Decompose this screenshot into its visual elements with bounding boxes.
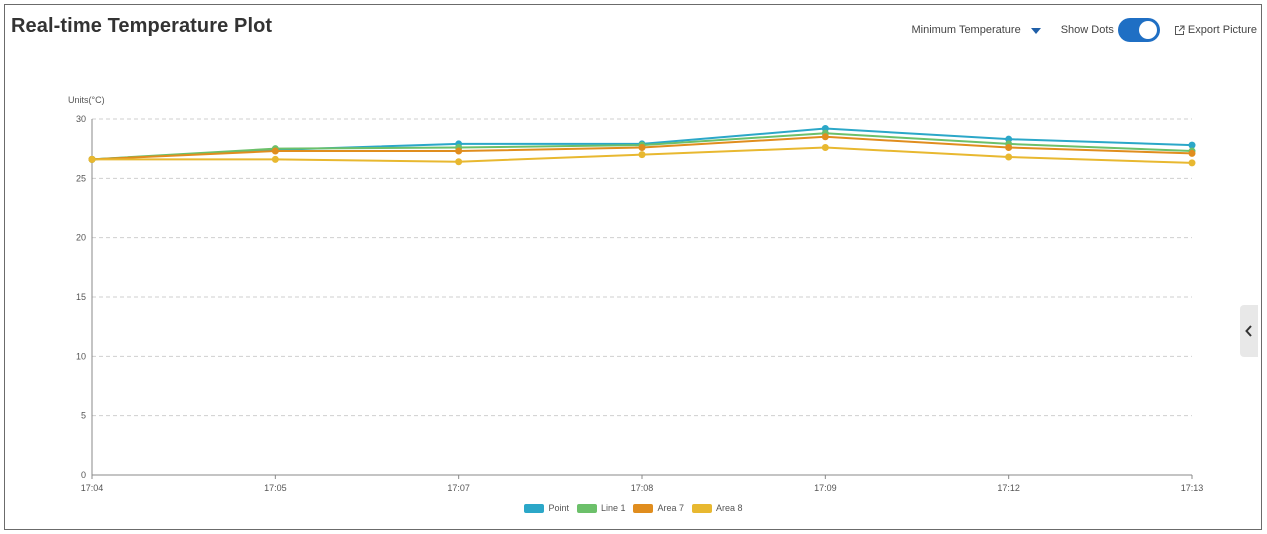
- y-tick-label: 25: [76, 173, 86, 183]
- x-tick-label: 17:13: [1181, 483, 1204, 493]
- x-tick-label: 17:04: [81, 483, 104, 493]
- data-point-area-7: [1005, 143, 1013, 151]
- data-point-area-7: [271, 147, 279, 155]
- page-title: Real-time Temperature Plot: [11, 15, 273, 37]
- legend-label: Line 1: [600, 503, 626, 513]
- temperature-type-dropdown[interactable]: Minimum Temperature: [911, 24, 1041, 36]
- x-tick-label: 17:12: [997, 483, 1020, 493]
- legend-swatch: [576, 503, 597, 513]
- show-dots-control: Show Dots: [1061, 18, 1160, 42]
- x-tick-label: 17:08: [631, 483, 654, 493]
- show-dots-label: Show Dots: [1060, 24, 1114, 36]
- export-label: Export Picture: [1187, 24, 1257, 36]
- temperature-line-chart: 0 5 10 15 20 25 30 17:04 17:05 17:07 17:08 17:09 17:…: [76, 114, 1204, 493]
- y-tick-label: 20: [76, 233, 86, 243]
- data-point-area-7: [1188, 149, 1196, 157]
- legend-swatch: [524, 503, 545, 513]
- legend-swatch: [692, 503, 713, 513]
- y-tick-label: 5: [81, 411, 86, 421]
- legend-item-line-1[interactable]: Line 1: [576, 503, 626, 513]
- data-point-area-8: [88, 155, 96, 163]
- data-point-area-8: [271, 155, 279, 163]
- data-point-area-7: [821, 133, 829, 141]
- x-tick-label: 17:09: [814, 483, 837, 493]
- data-point-point: [1188, 141, 1196, 149]
- y-tick-label: 10: [76, 351, 86, 361]
- x-tick-label: 17:07: [447, 483, 470, 493]
- chart-legend: Point Line 1 Area 7 Area 8: [0, 503, 1267, 513]
- dropdown-label: Minimum Temperature: [911, 24, 1021, 36]
- export-icon: [1174, 25, 1185, 35]
- export-picture-button[interactable]: Export Picture: [1174, 24, 1257, 36]
- toolbar: Minimum Temperature Show Dots Export Pic…: [911, 18, 1257, 42]
- legend-label: Area 7: [657, 503, 685, 513]
- data-point-area-8: [455, 158, 463, 166]
- temperature-plot-panel: [4, 4, 1262, 530]
- data-point-area-8: [1188, 159, 1196, 167]
- side-panel-toggle[interactable]: [1240, 305, 1258, 357]
- data-point-area-8: [1005, 153, 1013, 161]
- legend-label: Point: [548, 503, 569, 513]
- caret-down-icon: [1030, 27, 1041, 34]
- chevron-left-icon: [1245, 325, 1252, 337]
- data-point-area-7: [638, 143, 646, 151]
- legend-item-area-7[interactable]: Area 7: [633, 503, 684, 513]
- legend-label: Area 8: [716, 503, 743, 513]
- y-tick-label: 30: [76, 114, 86, 124]
- data-point-area-8: [638, 151, 646, 159]
- legend-item-area-8[interactable]: Area 8: [692, 503, 743, 513]
- y-tick-label: 0: [81, 470, 86, 480]
- y-axis-units-label: Units(°C): [68, 95, 105, 105]
- toggle-knob: [1138, 21, 1157, 39]
- data-point-area-8: [821, 143, 829, 151]
- x-tick-label: 17:05: [264, 483, 287, 493]
- legend-swatch: [633, 503, 654, 513]
- show-dots-toggle[interactable]: [1117, 18, 1160, 42]
- data-point-area-7: [455, 147, 463, 155]
- legend-item-point[interactable]: Point: [524, 503, 569, 513]
- y-tick-label: 15: [76, 292, 86, 302]
